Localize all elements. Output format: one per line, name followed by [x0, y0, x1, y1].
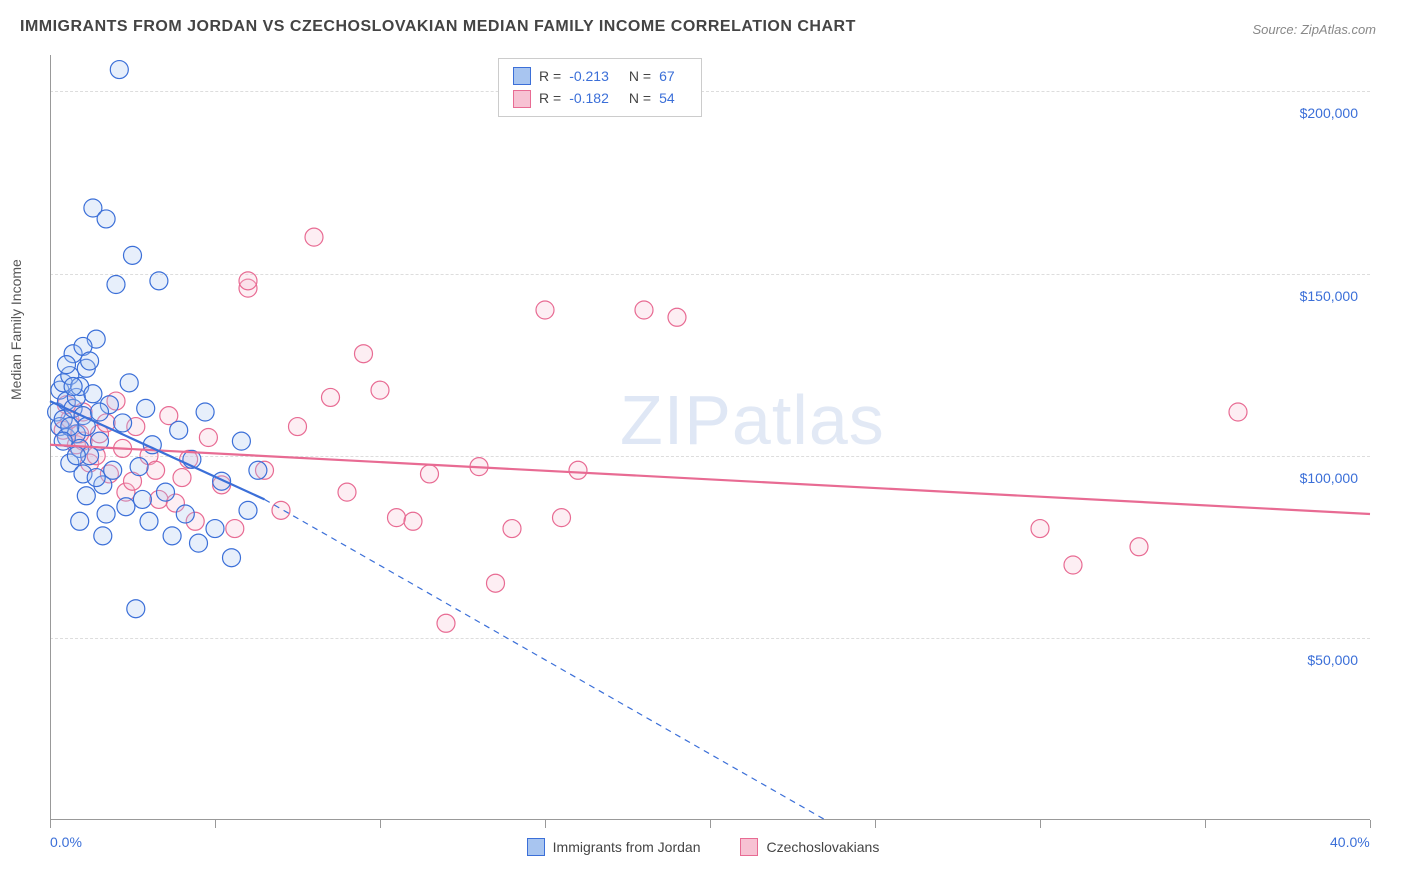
data-point	[84, 385, 102, 403]
legend-swatch	[513, 90, 531, 108]
data-point	[117, 498, 135, 516]
data-point	[87, 469, 105, 487]
legend-label: Czechoslovakians	[766, 839, 879, 855]
data-point	[91, 403, 109, 421]
data-point	[1031, 520, 1049, 538]
data-point	[206, 520, 224, 538]
data-point	[553, 509, 571, 527]
data-point	[133, 490, 151, 508]
x-tick-mark	[1370, 820, 1371, 828]
x-tick-mark	[50, 820, 51, 828]
data-point	[170, 421, 188, 439]
x-tick-mark	[875, 820, 876, 828]
x-tick-mark	[215, 820, 216, 828]
data-point	[249, 461, 267, 479]
data-point	[437, 614, 455, 632]
data-point	[190, 534, 208, 552]
legend-label: Immigrants from Jordan	[553, 839, 701, 855]
stat-n-value: 54	[659, 87, 675, 109]
legend-swatch	[513, 67, 531, 85]
data-point	[127, 600, 145, 618]
data-point	[77, 487, 95, 505]
data-point	[157, 483, 175, 501]
data-point	[232, 432, 250, 450]
data-point	[213, 472, 231, 490]
data-point	[569, 461, 587, 479]
stats-row: R = -0.213 N = 67	[513, 65, 687, 87]
stat-r-value: -0.213	[569, 65, 609, 87]
data-point	[503, 520, 521, 538]
trend-line	[265, 499, 826, 820]
data-point	[199, 429, 217, 447]
data-point	[404, 512, 422, 530]
data-point	[1229, 403, 1247, 421]
x-tick-mark	[1040, 820, 1041, 828]
data-point	[338, 483, 356, 501]
stat-r-label: R =	[539, 87, 561, 109]
data-point	[173, 469, 191, 487]
data-point	[104, 461, 122, 479]
data-point	[130, 458, 148, 476]
scatter-svg	[50, 55, 1370, 820]
stat-r-label: R =	[539, 65, 561, 87]
data-point	[196, 403, 214, 421]
bottom-legend: Immigrants from Jordan Czechoslovakians	[0, 838, 1406, 856]
data-point	[421, 465, 439, 483]
data-point	[305, 228, 323, 246]
x-tick-mark	[545, 820, 546, 828]
data-point	[289, 418, 307, 436]
data-point	[322, 388, 340, 406]
data-point	[54, 432, 72, 450]
data-point	[487, 574, 505, 592]
data-point	[124, 246, 142, 264]
data-point	[114, 414, 132, 432]
data-point	[71, 512, 89, 530]
data-point	[107, 276, 125, 294]
data-point	[163, 527, 181, 545]
data-point	[140, 512, 158, 530]
data-point	[1130, 538, 1148, 556]
stat-n-label: N =	[629, 87, 651, 109]
data-point	[150, 272, 168, 290]
source-attribution: Source: ZipAtlas.com	[1252, 22, 1376, 37]
data-point	[81, 352, 99, 370]
legend-item: Czechoslovakians	[740, 838, 879, 856]
data-point	[371, 381, 389, 399]
data-point	[536, 301, 554, 319]
data-point	[94, 527, 112, 545]
data-point	[120, 374, 138, 392]
stat-r-value: -0.182	[569, 87, 609, 109]
legend-item: Immigrants from Jordan	[527, 838, 701, 856]
data-point	[58, 356, 76, 374]
x-tick-mark	[380, 820, 381, 828]
data-point	[67, 447, 85, 465]
stats-legend-box: R = -0.213 N = 67 R = -0.182 N = 54	[498, 58, 702, 117]
data-point	[668, 308, 686, 326]
data-point	[635, 301, 653, 319]
x-tick-mark	[710, 820, 711, 828]
data-point	[388, 509, 406, 527]
stat-n-label: N =	[629, 65, 651, 87]
stat-n-value: 67	[659, 65, 675, 87]
data-point	[97, 210, 115, 228]
stats-row: R = -0.182 N = 54	[513, 87, 687, 109]
data-point	[176, 505, 194, 523]
x-tick-mark	[1205, 820, 1206, 828]
legend-swatch	[740, 838, 758, 856]
chart-title: IMMIGRANTS FROM JORDAN VS CZECHOSLOVAKIA…	[20, 18, 856, 36]
data-point	[1064, 556, 1082, 574]
data-point	[239, 272, 257, 290]
y-axis-label: Median Family Income	[8, 259, 24, 400]
data-point	[110, 61, 128, 79]
data-point	[226, 520, 244, 538]
data-point	[137, 399, 155, 417]
data-point	[64, 378, 82, 396]
data-point	[223, 549, 241, 567]
data-point	[355, 345, 373, 363]
data-point	[239, 501, 257, 519]
data-point	[147, 461, 165, 479]
data-point	[272, 501, 290, 519]
data-point	[97, 505, 115, 523]
legend-swatch	[527, 838, 545, 856]
